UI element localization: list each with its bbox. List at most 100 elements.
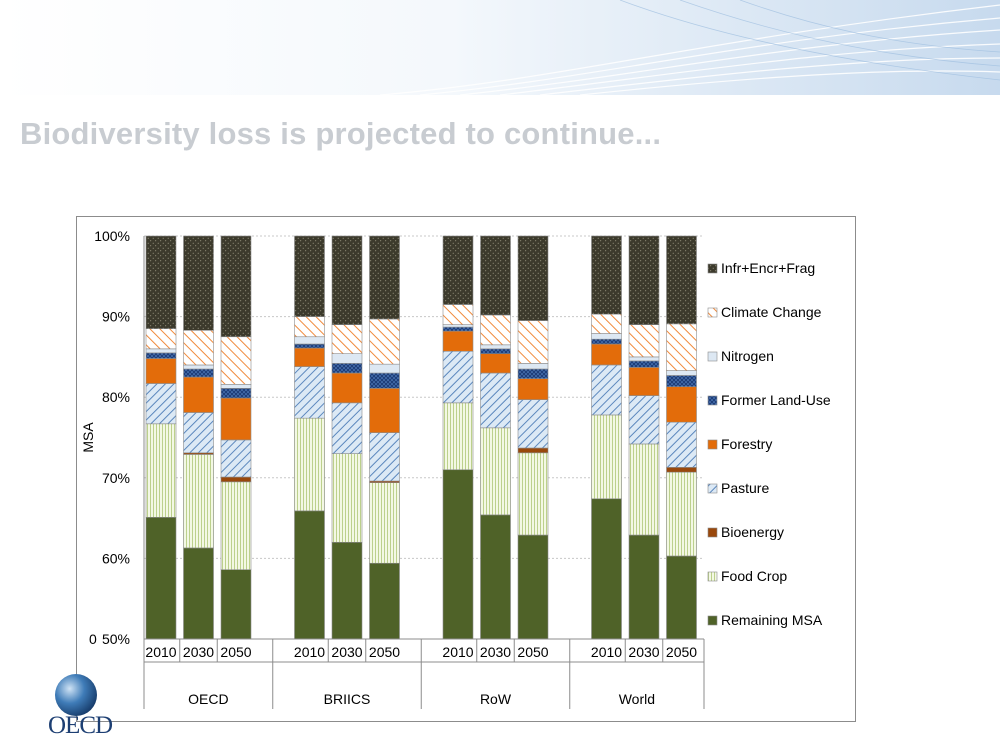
bar-segment-forestry [628,367,660,396]
legend-swatch [707,395,718,406]
bar-segment-pasture [480,372,511,429]
bar-stack [294,235,325,640]
legend-label: Pasture [721,480,769,496]
legend-label: Climate Change [721,304,822,320]
legend-swatch [707,263,718,274]
bar-segment-foodcrop [220,481,252,570]
bar-segment-bioenergy [220,476,252,483]
bar-segment-foodcrop [145,423,177,518]
x-tick-year-label: 2050 [666,644,697,660]
bar-segment-remaining [145,516,177,640]
bar-stack [591,235,622,640]
y-tick-label: 50% [102,631,130,647]
bar-segment-formerland [442,326,474,332]
bar-stack [628,235,660,640]
bar-segment-forestry [183,376,214,413]
legend-label: Former Land-Use [721,392,831,408]
bar-segment-pasture [369,432,400,482]
bar-segment-nitrogen [331,353,363,364]
bar-segment-forestry [517,378,549,400]
bar-segment-climate [145,328,177,350]
y-tick-label: 60% [102,550,130,566]
legend-label: Nitrogen [721,348,774,364]
bar-segment-nitrogen [369,363,400,374]
bar-segment-infr [480,235,511,316]
x-group-label: RoW [480,691,512,707]
oecd-logo-text: OECD [48,712,113,739]
bar-segment-climate [331,324,363,354]
x-tick-year-label: 2010 [145,644,176,660]
bar-segment-climate [628,324,660,358]
bar-segment-bioenergy [517,447,549,454]
bar-segment-climate [480,314,511,346]
bar-segment-foodcrop [442,402,474,471]
bar-segment-infr [220,235,252,338]
bar-segment-pasture [331,402,363,454]
y-tick-label: 100% [94,228,130,244]
legend-item-formerland: Former Land-Use [707,392,831,408]
x-tick-year-label: 2050 [220,644,251,660]
bar-segment-infr [369,235,400,320]
bar-segment-infr [628,235,660,325]
x-tick-year-label: 2050 [369,644,400,660]
bar-segment-climate [517,320,549,364]
bar-segment-climate [369,318,400,365]
legend-item-climate: Climate Change [707,304,822,320]
legend-item-forestry: Forestry [707,436,772,452]
legend-label: Remaining MSA [721,612,823,628]
bar-segment-pasture [517,399,549,449]
bar-segment-infr [517,235,549,321]
bar-segment-nitrogen [480,344,511,350]
bar-segment-forestry [294,347,325,367]
legend-swatch [707,483,718,494]
bar-segment-climate [220,336,252,385]
legend-swatch [707,351,718,362]
bar-stack [517,235,549,640]
slide-title: Biodiversity loss is projected to contin… [20,116,662,151]
bar-segment-formerland [183,368,214,378]
bar-segment-foodcrop [517,452,549,536]
bar-segment-forestry [480,353,511,374]
bar-segment-forestry [591,343,622,366]
bar-segment-remaining [517,534,549,640]
bar-segment-forestry [442,330,474,352]
bar-segment-infr [331,235,363,325]
bar-segment-formerland [220,388,252,399]
legend-swatch [707,571,718,582]
bar-segment-remaining [183,547,214,640]
bar-stack [183,235,214,640]
bar-segment-formerland [369,372,400,389]
x-tick-year-label: 2030 [628,644,659,660]
legend-swatch [707,439,718,450]
bar-stack [442,235,474,640]
bar-segment-formerland [331,363,363,374]
bar-segment-formerland [294,343,325,349]
bar-segment-foodcrop [331,453,363,543]
bar-segment-remaining [442,469,474,640]
bar-segment-infr [183,235,214,331]
bar-segment-forestry [369,388,400,433]
bar-segment-forestry [666,386,697,423]
x-group-label: OECD [188,691,228,707]
bar-segment-infr [442,235,474,305]
bar-segment-climate [442,304,474,325]
bar-segment-formerland [591,338,622,345]
bar-segment-foodcrop [591,414,622,500]
legend-item-pasture: Pasture [707,480,769,496]
y-tick-label: 90% [102,309,130,325]
bar-segment-pasture [294,366,325,419]
bar-segment-remaining [220,569,252,640]
bar-segment-remaining [666,555,697,640]
bar-segment-climate [294,316,325,338]
bar-segment-formerland [517,368,549,379]
bar-segment-nitrogen [517,363,549,370]
bar-segment-climate [666,323,697,371]
chart-frame: 100% 90% 80% 70% 60% 50% 0 MSA 2010 2030 2050 OECD 2… [76,216,856,722]
legend-item-bioenergy: Bioenergy [707,524,784,540]
legend-item-infr: Infr+Encr+Frag [707,260,815,276]
x-tick-year-label: 2030 [183,644,214,660]
legend-item-remaining: Remaining MSA [707,612,823,628]
bar-segment-nitrogen [145,348,177,354]
legend-label: Infr+Encr+Frag [721,260,815,276]
bar-segment-pasture [666,421,697,468]
